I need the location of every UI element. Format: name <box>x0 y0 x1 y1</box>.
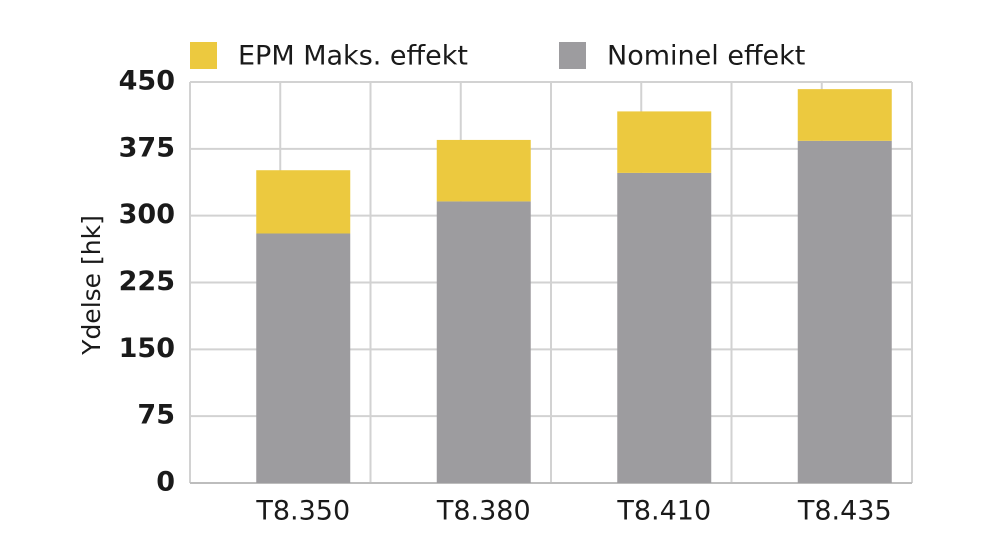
y-tick-label: 450 <box>119 66 175 97</box>
y-tick-label: 75 <box>137 400 175 431</box>
bar-nominel-2 <box>617 172 712 484</box>
x-axis-categories: T8.350 T8.380 T8.410 T8.435 <box>255 496 891 527</box>
legend-swatch-1 <box>559 42 586 69</box>
bar-epm-0 <box>256 170 351 234</box>
y-tick-label: 0 <box>156 467 175 498</box>
bars <box>256 89 892 484</box>
y-tick-label: 150 <box>119 333 175 364</box>
x-category-label: T8.435 <box>797 496 892 527</box>
legend-label-0: EPM Maks. effekt <box>238 41 468 72</box>
y-axis-ticks: 0 75 150 225 300 375 450 <box>119 66 175 498</box>
bar-nominel-0 <box>256 233 351 483</box>
y-tick-label: 375 <box>119 132 175 163</box>
bar-epm-1 <box>436 139 531 202</box>
legend: EPM Maks. effekt Nominel effekt <box>190 41 805 72</box>
x-category-label: T8.350 <box>255 496 350 527</box>
bar-epm-2 <box>617 111 712 173</box>
legend-label-1: Nominel effekt <box>607 41 805 72</box>
y-tick-label: 300 <box>119 199 175 230</box>
x-category-label: T8.410 <box>616 496 711 527</box>
x-category-label: T8.380 <box>436 496 531 527</box>
bar-epm-3 <box>797 89 892 141</box>
y-tick-label: 225 <box>119 266 175 297</box>
y-axis-label: Ydelse [hk] <box>77 215 106 356</box>
bar-nominel-1 <box>436 201 531 484</box>
bar-nominel-3 <box>797 140 892 483</box>
legend-swatch-0 <box>190 42 217 69</box>
